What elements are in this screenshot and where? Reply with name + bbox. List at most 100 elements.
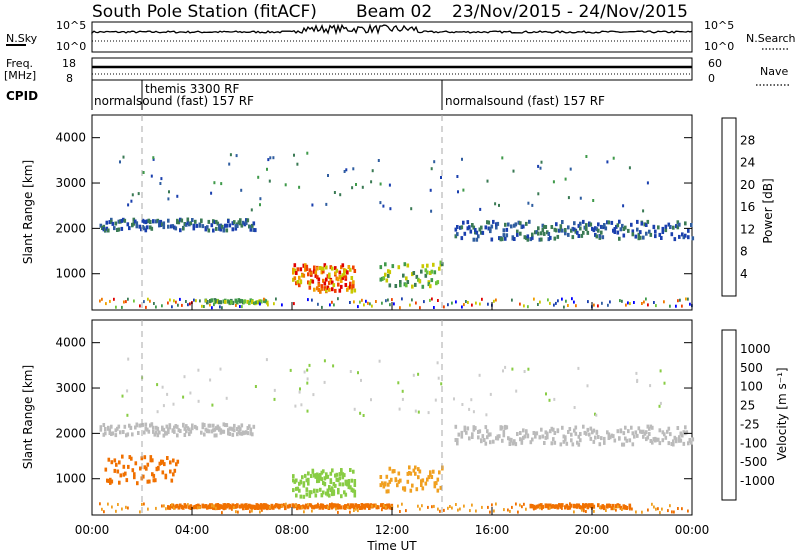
ytick-label: 3000	[55, 176, 86, 190]
scatter-cell	[520, 225, 524, 229]
scatter-cell	[186, 217, 190, 222]
scatter-cell	[246, 505, 250, 510]
scatter-cell	[320, 266, 324, 271]
scatter-cell	[310, 474, 313, 478]
scatter-cell	[519, 437, 522, 442]
scatter-cell	[624, 225, 627, 230]
scatter-cell	[571, 297, 573, 301]
scatter-cell	[682, 235, 686, 240]
scatter-cell	[298, 390, 301, 394]
scatter-cell	[567, 430, 570, 434]
scatter-cell	[239, 305, 241, 308]
scatter-cell	[642, 235, 645, 240]
scatter-cell	[270, 503, 274, 508]
scatter-cell	[661, 230, 665, 234]
scatter-cell	[397, 479, 401, 484]
scatter-cell	[273, 504, 277, 509]
scatter-cell	[625, 303, 627, 307]
scatter-cell	[104, 431, 107, 436]
scatter-cell	[195, 426, 199, 431]
scatter-cell	[360, 378, 362, 382]
scatter-cell	[535, 431, 539, 436]
scatter-cell	[440, 382, 443, 386]
scatter-cell	[414, 282, 417, 287]
scatter-cell	[672, 225, 675, 230]
scatter-cell	[218, 226, 221, 231]
scatter-cell	[329, 279, 333, 284]
nave-label: Nave	[760, 65, 788, 78]
scatter-cell	[529, 237, 533, 242]
scatter-cell	[540, 231, 543, 236]
scatter-cell	[148, 479, 151, 484]
scatter-cell	[351, 505, 353, 509]
scatter-cell	[654, 234, 657, 239]
scatter-cell	[652, 224, 656, 229]
scatter-cell	[399, 510, 401, 513]
scatter-cell	[346, 482, 349, 487]
scatter-cell	[156, 433, 160, 438]
scatter-cell	[322, 266, 325, 271]
scatter-cell	[257, 503, 260, 508]
scatter-cell	[296, 486, 300, 491]
scatter-cell	[173, 299, 175, 303]
scatter-cell	[624, 425, 627, 430]
scatter-cell	[429, 472, 432, 477]
scatter-cell	[472, 427, 476, 432]
scatter-cell	[435, 481, 438, 486]
scatter-cell	[567, 225, 570, 230]
scatter-cell	[352, 469, 355, 474]
scatter-cell	[682, 430, 686, 435]
scatter-cell	[182, 226, 185, 231]
scatter-cell	[486, 220, 489, 225]
scatter-cell	[322, 269, 325, 274]
scatter-cell	[164, 475, 168, 480]
scatter-cell	[565, 503, 569, 508]
scatter-cell	[158, 461, 162, 466]
scatter-cell	[547, 505, 549, 509]
scatter-cell	[462, 220, 465, 225]
scatter-cell	[591, 226, 594, 231]
freq-panel: Freq. [MHz] 18 8 60 0 Nave	[4, 57, 790, 86]
scatter-cell	[370, 398, 372, 402]
scatter-cell	[331, 300, 333, 304]
scatter-cell	[122, 464, 126, 469]
scatter-cell	[213, 433, 217, 438]
scatter-cell	[670, 232, 674, 237]
scatter-cell	[197, 503, 200, 508]
scatter-cell	[532, 431, 536, 435]
scatter-cell	[122, 217, 125, 222]
scatter-cell	[268, 179, 271, 183]
scatter-cell	[265, 358, 268, 362]
scatter-cell	[472, 425, 476, 430]
scatter-cell	[582, 219, 585, 224]
scatter-cell	[334, 271, 337, 276]
scatter-cell	[439, 260, 443, 265]
scatter-cell	[189, 504, 193, 509]
scatter-cell	[420, 479, 423, 484]
scatter-cell	[127, 203, 130, 207]
scatter-cell	[170, 224, 173, 229]
scatter-cell	[340, 468, 343, 473]
scatter-cell	[353, 483, 357, 487]
scatter-cell	[353, 269, 357, 273]
scatter-cell	[595, 413, 598, 417]
scatter-cell	[215, 433, 218, 438]
scatter-cell	[144, 228, 148, 233]
scatter-cell	[165, 431, 169, 436]
scatter-cell	[682, 441, 686, 446]
scatter-cell	[106, 478, 109, 483]
scatter-cell	[510, 437, 513, 442]
scatter-cell	[156, 383, 159, 387]
scatter-cell	[234, 224, 238, 229]
scatter-cell	[495, 298, 497, 302]
scatter-cell	[507, 222, 510, 227]
scatter-cell	[456, 225, 459, 229]
scatter-cell	[529, 440, 533, 445]
scatter-cell	[418, 469, 422, 474]
scatter-cell	[325, 202, 328, 206]
scatter-cell	[592, 199, 595, 202]
scatter-cell	[496, 436, 500, 441]
scatter-cell	[104, 228, 107, 233]
scatter-cell	[341, 475, 345, 480]
